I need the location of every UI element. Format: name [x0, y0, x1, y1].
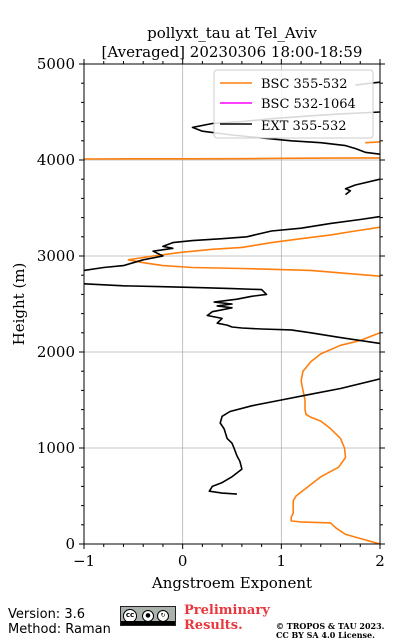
y-tick-label: 2000: [37, 343, 75, 361]
series-line-bsc-355-532-2: [83, 157, 381, 160]
series-line-bsc-355-532-0: [290, 332, 381, 545]
y-tick-label: 5000: [37, 55, 75, 73]
series-line-ext-355-532-7: [83, 215, 381, 272]
chart-title: pollyxt_tau at Tel_Aviv: [147, 24, 317, 42]
legend-label-bsc-532-1064: BSC 532-1064: [261, 97, 356, 112]
x-tick-label: −1: [73, 552, 95, 570]
legend-label-bsc-355-532: BSC 355-532: [261, 77, 348, 92]
x-tick-label: 2: [375, 552, 385, 570]
series-line-ext-355-532-5: [208, 378, 381, 495]
preliminary-notice-line2: Results.: [184, 618, 243, 633]
x-tick-label: 0: [178, 552, 188, 570]
y-tick-label: 3000: [37, 247, 75, 265]
x-tick-label: 1: [277, 552, 287, 570]
legend-box: [213, 69, 374, 139]
series-layer: [83, 81, 381, 545]
method-text: Method: Raman: [8, 622, 111, 637]
legend-label-ext-355-532: EXT 355-532: [261, 119, 347, 134]
series-line-ext-355-532-6: [83, 283, 381, 345]
copyright-line1: © TROPOS & TAU 2023.: [276, 621, 385, 631]
copyright-line2: CC BY SA 4.0 License.: [276, 630, 375, 640]
series-line-bsc-355-532-1: [127, 226, 381, 277]
cc-badge-strip: [121, 621, 175, 625]
y-tick-label: 1000: [37, 439, 75, 457]
version-text: Version: 3.6: [8, 607, 85, 622]
series-line-bsc-355-532-3: [365, 141, 381, 144]
plot-frame: [83, 63, 381, 545]
y-axis-label: Height (m): [10, 263, 28, 346]
preliminary-notice-line1: Preliminary: [184, 603, 270, 618]
legend: BSC 355-532 BSC 532-1064 EXT 355-532: [213, 69, 374, 139]
chart-subtitle: [Averaged] 20230306 18:00-18:59: [102, 43, 363, 61]
series-line-ext-355-532-8: [344, 178, 381, 196]
x-axis-label: Angstroem Exponent: [151, 574, 312, 592]
cc-license-badge: cc ● ↻: [120, 606, 176, 626]
y-tick-label: 0: [65, 535, 75, 553]
y-tick-label: 4000: [37, 151, 75, 169]
